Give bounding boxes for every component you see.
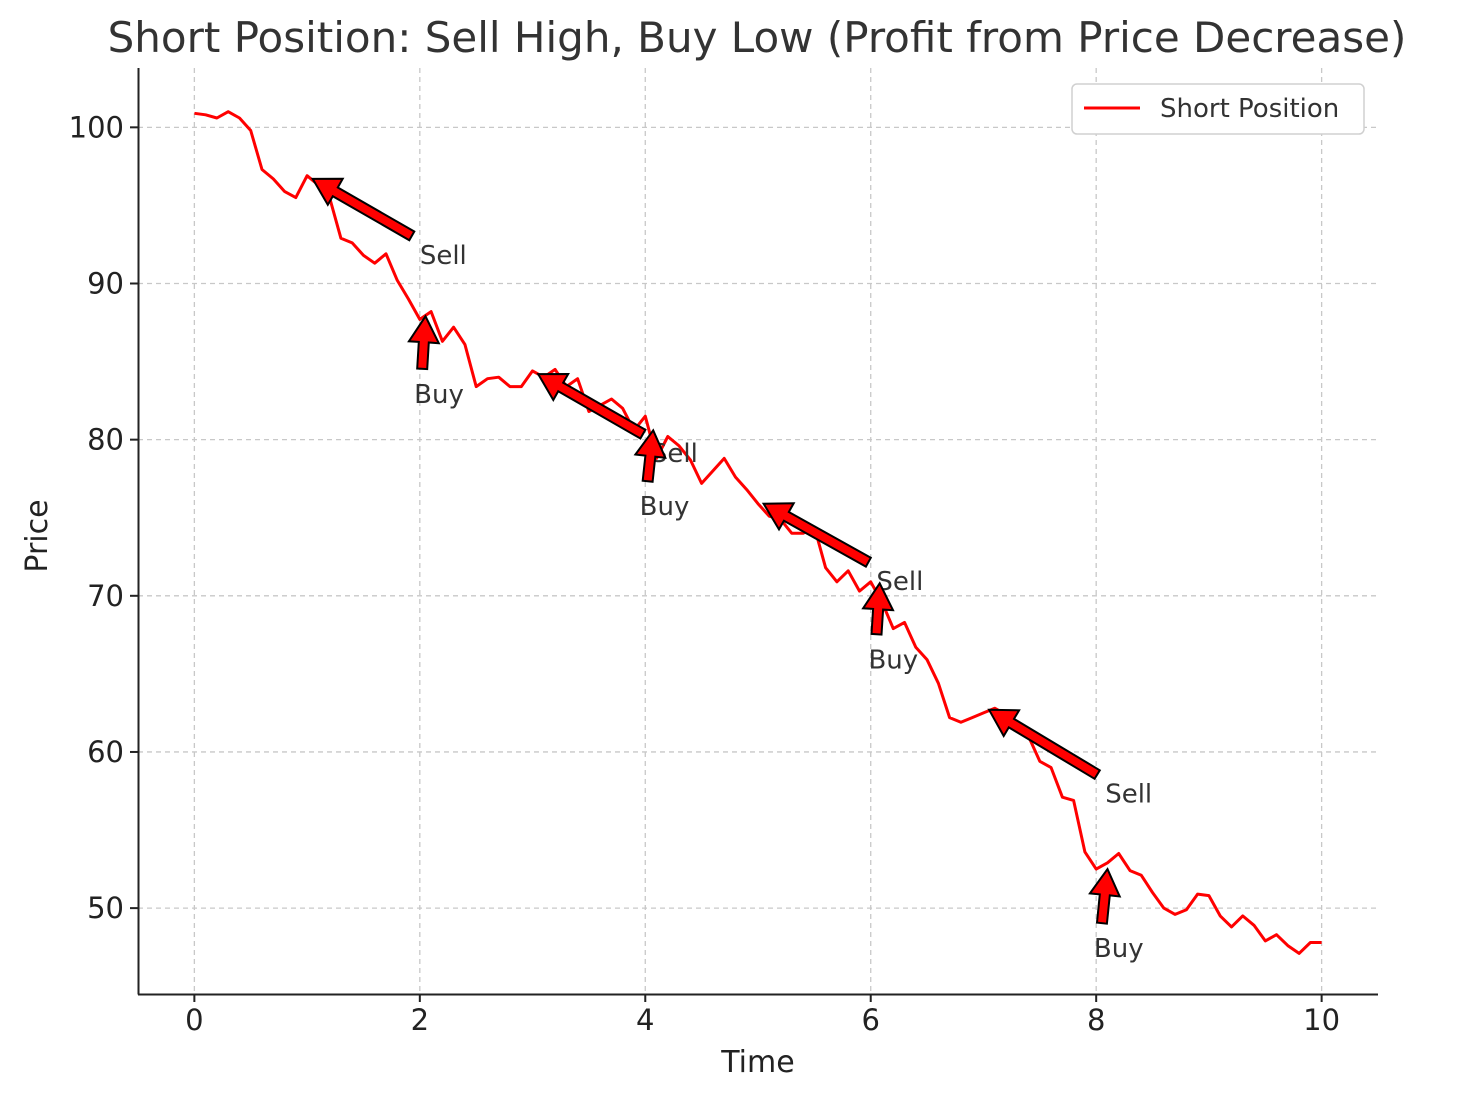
chart-title: Short Position: Sell High, Buy Low (Prof… (108, 13, 1407, 62)
buy-arrow (407, 314, 441, 371)
sell-arrow (310, 177, 416, 242)
sell-arrow (987, 708, 1102, 781)
sell-label: Sell (1105, 780, 1152, 810)
y-tick-label: 90 (87, 266, 124, 300)
buy-arrow (1088, 867, 1122, 925)
y-tick-label: 50 (87, 891, 124, 925)
legend: Short Position (1071, 83, 1365, 135)
x-tick-label: 0 (185, 1003, 203, 1037)
y-tick-label: 70 (87, 579, 124, 613)
x-tick-label: 8 (1087, 1003, 1105, 1037)
buy-label: Buy (640, 492, 690, 522)
y-axis-ticks: 50 60 70 80 90 100 (69, 110, 138, 925)
x-tick-label: 4 (636, 1003, 654, 1037)
plot-series (194, 110, 1322, 955)
x-axis-ticks: 0 2 4 6 8 10 (185, 994, 1340, 1037)
grid (138, 68, 1378, 994)
x-tick-label: 6 (862, 1003, 880, 1037)
legend-box (1071, 83, 1365, 135)
series-line-short-position (194, 110, 1322, 955)
buy-label: Buy (414, 380, 464, 410)
y-tick-label: 60 (87, 735, 124, 769)
x-axis-label: Time (720, 1045, 794, 1080)
x-tick-label: 2 (411, 1003, 429, 1037)
y-tick-label: 100 (69, 110, 124, 144)
legend-label: Short Position (1160, 94, 1339, 124)
buy-label: Buy (1094, 934, 1144, 964)
buy-arrow (861, 581, 895, 636)
buy-label: Buy (868, 645, 918, 675)
y-tick-label: 80 (87, 423, 124, 457)
buy-arrow (633, 428, 667, 483)
x-tick-label: 10 (1303, 1003, 1340, 1037)
sell-arrow (536, 372, 647, 440)
sell-label: Sell (420, 241, 467, 271)
sell-arrow (761, 502, 873, 568)
y-axis-label: Price (20, 499, 55, 572)
